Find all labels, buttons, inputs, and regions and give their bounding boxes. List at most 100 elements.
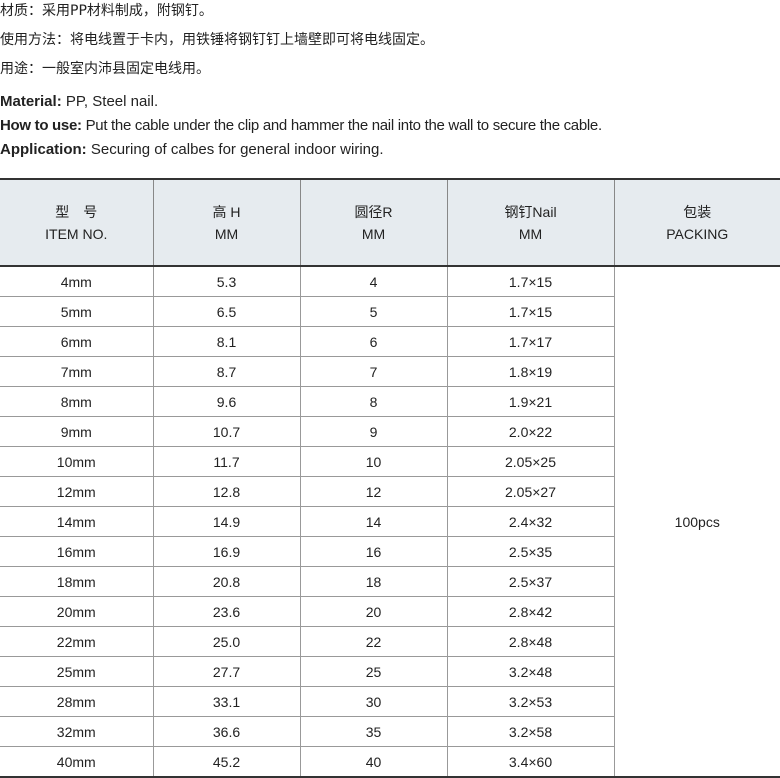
table-cell: 2.05×27	[446, 476, 614, 507]
usage-en: How to use: Put the cable under the clip…	[0, 117, 602, 134]
usage-label: How to use:	[0, 117, 82, 134]
table-cell: 16	[299, 536, 447, 567]
table-cell: 1.9×21	[446, 386, 614, 417]
application-cn: 用途：一般室内沛县固定电线用。	[0, 61, 210, 77]
table-cell: 33.1	[152, 686, 300, 717]
table-row: 7mm 8.7 7 1.8×19	[0, 356, 780, 387]
header-en: MM	[518, 225, 543, 242]
table-cell: 7mm	[0, 356, 153, 387]
table-cell: 12mm	[0, 476, 153, 507]
table-cell: 25mm	[0, 656, 153, 687]
packing-cell: 100pcs	[613, 266, 780, 778]
table-cell: 11.7	[152, 446, 300, 477]
application-en: Application: Securing of calbes for gene…	[0, 141, 384, 158]
table-cell: 6.5	[152, 296, 300, 327]
table-cell: 32mm	[0, 716, 153, 747]
column-header: 钢钉Nail MM	[446, 178, 614, 267]
material-en: Material: PP, Steel nail.	[0, 93, 158, 110]
table-row: 12mm 12.8 12 2.05×27	[0, 476, 780, 507]
table-cell: 3.2×48	[446, 656, 614, 687]
column-header: 高 H MM	[152, 178, 300, 267]
table-cell: 4mm	[0, 266, 153, 297]
column-header: 圆径R MM	[299, 178, 447, 267]
table-cell: 2.8×42	[446, 596, 614, 627]
table-cell: 8mm	[0, 386, 153, 417]
table-cell: 27.7	[152, 656, 300, 687]
table-cell: 14mm	[0, 506, 153, 537]
table-row: 8mm 9.6 8 1.9×21	[0, 386, 780, 417]
table-cell: 2.8×48	[446, 626, 614, 657]
table-cell: 35	[299, 716, 447, 747]
table-row: 5mm 6.5 5 1.7×15	[0, 296, 780, 327]
table-cell: 1.7×15	[446, 296, 614, 327]
application-label: Application:	[0, 141, 87, 158]
material-cn: 材质：采用PP材料制成，附钢钉。	[0, 3, 213, 19]
table-cell: 22	[299, 626, 447, 657]
header-en: MM	[361, 225, 386, 242]
table-cell: 36.6	[152, 716, 300, 747]
table-cell: 7	[299, 356, 447, 387]
table-cell: 20.8	[152, 566, 300, 597]
header-cn: 包装	[683, 203, 712, 220]
table-row: 32mm 36.6 35 3.2×58	[0, 716, 780, 747]
table-cell: 3.4×60	[446, 746, 614, 778]
table-cell: 6mm	[0, 326, 153, 357]
table-cell: 8.7	[152, 356, 300, 387]
table-cell: 18	[299, 566, 447, 597]
table-cell: 14	[299, 506, 447, 537]
table-cell: 12	[299, 476, 447, 507]
table-cell: 5	[299, 296, 447, 327]
table-row: 22mm 25.0 22 2.8×48	[0, 626, 780, 657]
table-cell: 1.7×15	[446, 266, 614, 297]
table-cell: 4	[299, 266, 447, 297]
table-row: 10mm 11.7 10 2.05×25	[0, 446, 780, 477]
header-en: PACKING	[666, 225, 729, 242]
material-label: Material:	[0, 93, 62, 110]
table-cell: 3.2×58	[446, 716, 614, 747]
usage-cn: 使用方法：将电线置于卡内，用铁锤将钢钉钉上墙壁即可将电线固定。	[0, 32, 434, 48]
table-cell: 30	[299, 686, 447, 717]
table-cell: 1.8×19	[446, 356, 614, 387]
table-row: 20mm 23.6 20 2.8×42	[0, 596, 780, 627]
header-cn: 圆径R	[354, 203, 393, 220]
table-cell: 8	[299, 386, 447, 417]
table-cell: 40	[299, 746, 447, 778]
header-cn: 型 号	[55, 203, 98, 220]
table-cell: 3.2×53	[446, 686, 614, 717]
header-cn: 高 H	[212, 203, 241, 220]
table-cell: 20mm	[0, 596, 153, 627]
table-cell: 6	[299, 326, 447, 357]
table-cell: 12.8	[152, 476, 300, 507]
header-cn: 钢钉Nail	[504, 203, 557, 220]
table-cell: 2.0×22	[446, 416, 614, 447]
table-cell: 10mm	[0, 446, 153, 477]
table-cell: 2.05×25	[446, 446, 614, 477]
table-cell: 14.9	[152, 506, 300, 537]
table-row: 6mm 8.1 6 1.7×17	[0, 326, 780, 357]
table-row: 18mm 20.8 18 2.5×37	[0, 566, 780, 597]
table-cell: 2.5×37	[446, 566, 614, 597]
application-value: Securing of calbes for general indoor wi…	[90, 141, 384, 158]
column-header: 包装 PACKING	[613, 178, 780, 267]
table-cell: 10.7	[152, 416, 300, 447]
table-cell: 1.7×17	[446, 326, 614, 357]
table-cell: 25.0	[152, 626, 300, 657]
table-cell: 40mm	[0, 746, 153, 778]
table-cell: 8.1	[152, 326, 300, 357]
table-cell: 9	[299, 416, 447, 447]
column-header: 型 号 ITEM NO.	[0, 178, 153, 267]
header-en: ITEM NO.	[45, 225, 108, 242]
table-cell: 18mm	[0, 566, 153, 597]
table-cell: 22mm	[0, 626, 153, 657]
table-cell: 28mm	[0, 686, 153, 717]
table-cell: 9.6	[152, 386, 300, 417]
table-cell: 5mm	[0, 296, 153, 327]
table-row: 25mm 27.7 25 3.2×48	[0, 656, 780, 687]
material-value: PP, Steel nail.	[65, 93, 159, 110]
table-cell: 2.5×35	[446, 536, 614, 567]
table-cell: 45.2	[152, 746, 300, 778]
table-row: 4mm 5.3 4 1.7×15 100pcs	[0, 266, 780, 778]
table-cell: 16mm	[0, 536, 153, 567]
table-cell: 20	[299, 596, 447, 627]
table-row: 28mm 33.1 30 3.2×53	[0, 686, 780, 717]
